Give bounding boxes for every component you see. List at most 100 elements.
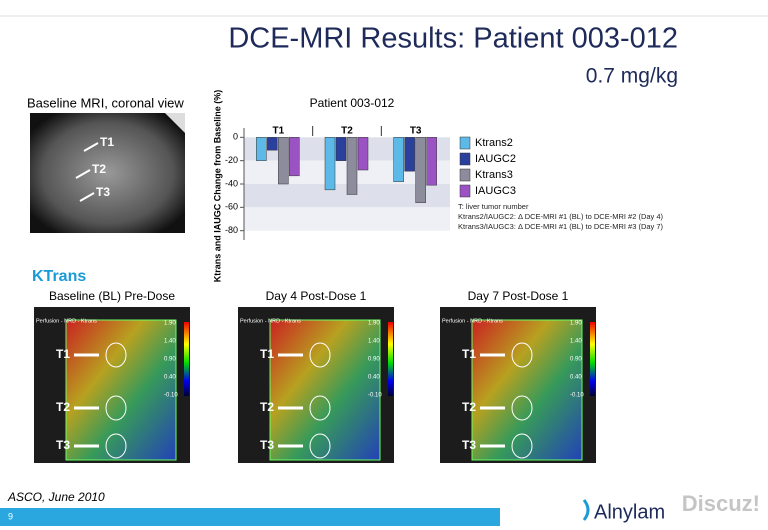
tumor-label: T2 bbox=[260, 400, 274, 414]
bar bbox=[357, 137, 369, 171]
bar bbox=[346, 137, 358, 195]
panel-title: Baseline (BL) Pre-Dose bbox=[49, 289, 175, 303]
tumor-roi bbox=[105, 433, 127, 459]
legend-label: IAUGC3 bbox=[475, 185, 516, 197]
bar bbox=[278, 137, 289, 185]
colorbar-label: 0.40 bbox=[164, 375, 176, 381]
tumor-roi bbox=[309, 342, 331, 368]
logo: Alnylam bbox=[594, 501, 665, 523]
tumor-label: T3 bbox=[56, 438, 70, 452]
colorbar-label: -0.10 bbox=[570, 393, 584, 399]
tumor-roi bbox=[511, 433, 533, 459]
tumor-roi bbox=[309, 395, 331, 421]
tumor-roi bbox=[511, 342, 533, 368]
label-arrow bbox=[79, 192, 95, 202]
roi-box bbox=[471, 319, 583, 461]
chart-title: Patient 003-012 bbox=[310, 96, 395, 110]
bar bbox=[426, 137, 437, 186]
tumor-label: T1 bbox=[260, 347, 274, 361]
baseline-mri-image bbox=[30, 113, 185, 233]
grid-band bbox=[244, 207, 450, 231]
page-number: 9 bbox=[8, 511, 13, 521]
tumor-roi bbox=[105, 395, 127, 421]
tumor-label: T1 bbox=[56, 347, 70, 361]
grid-band bbox=[244, 184, 450, 208]
bar bbox=[393, 137, 404, 182]
colorbar-label: 0.90 bbox=[368, 357, 380, 363]
slide-title: DCE-MRI Results: Patient 003-012 bbox=[228, 23, 678, 55]
label-arrow bbox=[83, 142, 99, 152]
colorbar-label: 0.40 bbox=[368, 375, 380, 381]
ktrans-heading: KTrans bbox=[32, 268, 86, 285]
panel-title: Day 4 Post-Dose 1 bbox=[266, 289, 367, 303]
footer-source: ASCO, June 2010 bbox=[7, 490, 105, 504]
bar bbox=[256, 137, 267, 161]
y-axis-label: Ktrans and IAUGC Change from Baseline (%… bbox=[212, 90, 222, 283]
y-tick-label: 0 bbox=[233, 132, 238, 142]
y-tick-label: -80 bbox=[225, 225, 238, 235]
colorbar bbox=[590, 322, 595, 396]
legend-swatch bbox=[459, 152, 471, 166]
panel-title: Day 7 Post-Dose 1 bbox=[468, 289, 569, 303]
colorbar-label: 0.40 bbox=[570, 375, 582, 381]
mri-caption: Baseline MRI, coronal view bbox=[27, 95, 184, 110]
colorbar-label: -0.10 bbox=[368, 393, 382, 399]
tumor-label: T2 bbox=[56, 400, 70, 414]
footer-band bbox=[0, 508, 500, 526]
colorbar-label: 1.90 bbox=[368, 321, 380, 327]
label-arrow bbox=[75, 169, 91, 179]
tumor-label: T1 bbox=[462, 347, 476, 361]
chart-note: Ktrans3/IAUGC3: Δ DCE-MRI #1 (BL) to DCE… bbox=[458, 222, 664, 231]
tumor-label: T1 bbox=[100, 135, 114, 149]
tumor-label: T3 bbox=[96, 185, 110, 199]
roi-box bbox=[269, 319, 381, 461]
colorbar-label: 1.40 bbox=[368, 339, 380, 345]
y-tick-label: -40 bbox=[225, 178, 238, 188]
legend-label: IAUGC2 bbox=[475, 153, 516, 165]
colorbar-label: 0.90 bbox=[570, 357, 582, 363]
tumor-label: T2 bbox=[92, 162, 106, 176]
y-tick-label: -20 bbox=[225, 155, 238, 165]
colorbar bbox=[184, 322, 189, 396]
roi-box bbox=[65, 319, 177, 461]
legend-swatch bbox=[459, 136, 471, 150]
colorbar-label: 0.90 bbox=[164, 357, 176, 363]
colorbar-label: 1.40 bbox=[570, 339, 582, 345]
logo-mark bbox=[582, 499, 590, 521]
tumor-roi bbox=[511, 395, 533, 421]
bar bbox=[415, 137, 426, 203]
tumor-roi bbox=[309, 433, 331, 459]
slide-subtitle: 0.7 mg/kg bbox=[586, 65, 678, 88]
colorbar-label: 1.90 bbox=[164, 321, 176, 327]
tumor-label: T3 bbox=[260, 438, 274, 452]
colorbar bbox=[388, 322, 393, 396]
heatmap bbox=[270, 320, 380, 460]
heatmap bbox=[472, 320, 582, 460]
bar bbox=[289, 137, 300, 177]
colorbar-label: -0.10 bbox=[164, 393, 178, 399]
bar bbox=[267, 137, 278, 151]
chart-note: Ktrans2/IAUGC2: Δ DCE-MRI #1 (BL) to DCE… bbox=[458, 212, 664, 221]
bar bbox=[324, 137, 336, 191]
x-tick-label: T3 bbox=[410, 126, 422, 137]
image-corner bbox=[165, 113, 185, 133]
panel-header: Perfusion - NRD - Ktrans bbox=[36, 318, 97, 324]
bar bbox=[335, 137, 347, 161]
legend-swatch bbox=[459, 168, 471, 182]
tumor-label: T2 bbox=[462, 400, 476, 414]
legend-label: Ktrans3 bbox=[475, 169, 513, 181]
panel-header: Perfusion - NRD - Ktrans bbox=[442, 318, 503, 324]
tumor-label: T3 bbox=[462, 438, 476, 452]
watermark: Discuz! bbox=[682, 491, 760, 516]
legend-label: Ktrans2 bbox=[475, 137, 513, 149]
heatmap bbox=[66, 320, 176, 460]
chart-note: T: liver tumor number bbox=[458, 202, 529, 211]
x-tick-label: T1 bbox=[272, 126, 284, 137]
x-tick-label: T2 bbox=[341, 126, 353, 137]
tumor-roi bbox=[105, 342, 127, 368]
colorbar-label: 1.90 bbox=[570, 321, 582, 327]
y-tick-label: -60 bbox=[225, 202, 238, 212]
bar bbox=[404, 137, 415, 172]
panel-header: Perfusion - NRD - Ktrans bbox=[240, 318, 301, 324]
